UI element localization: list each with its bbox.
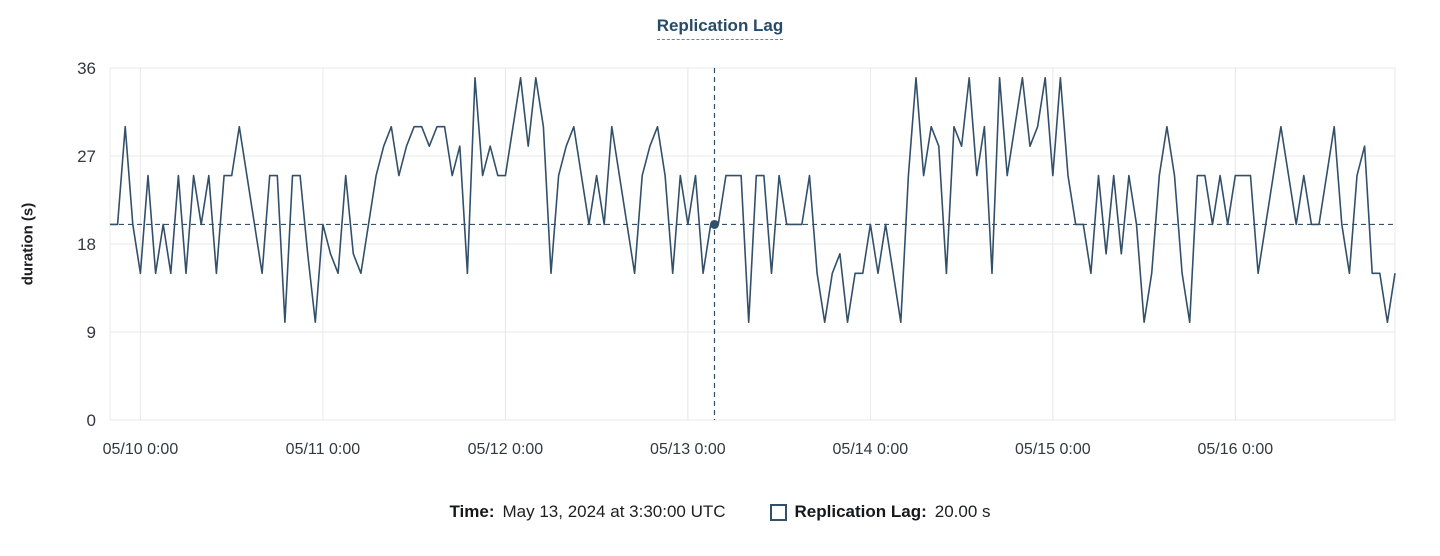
legend-series-label: Replication Lag: [794, 502, 927, 521]
y-tick-label: 18 [77, 235, 96, 254]
y-tick-label: 36 [77, 59, 96, 78]
y-tick-label: 9 [87, 323, 96, 342]
chart-title-link[interactable]: Replication Lag [656, 16, 784, 40]
legend-series-value: 20.00 s [934, 502, 991, 521]
x-tick-label: 05/14 0:00 [833, 441, 909, 458]
legend-item-replication-lag[interactable]: Replication Lag: 20.00 s [769, 502, 991, 522]
x-tick-label: 05/11 0:00 [286, 441, 361, 458]
crosshair-tooltip-bar: Time: May 13, 2024 at 3:30:00 UTC Replic… [0, 502, 1440, 522]
x-tick-label: 05/16 0:00 [1198, 441, 1274, 458]
crosshair-point-marker[interactable] [709, 219, 719, 229]
legend-square-icon [769, 503, 787, 521]
replication-lag-line-series[interactable] [110, 77, 1396, 324]
x-tick-label: 05/15 0:00 [1015, 441, 1091, 458]
x-tick-label: 05/13 0:00 [650, 441, 726, 458]
y-tick-label: 0 [87, 411, 96, 430]
chart-title-wrap: Replication Lag [0, 16, 1440, 40]
tooltip-time-label: Time: [449, 502, 495, 521]
tooltip-time-value: May 13, 2024 at 3:30:00 UTC [502, 502, 726, 521]
x-tick-label: 05/12 0:00 [468, 441, 544, 458]
y-tick-label: 27 [77, 147, 96, 166]
x-tick-label: 05/10 0:00 [103, 441, 179, 458]
